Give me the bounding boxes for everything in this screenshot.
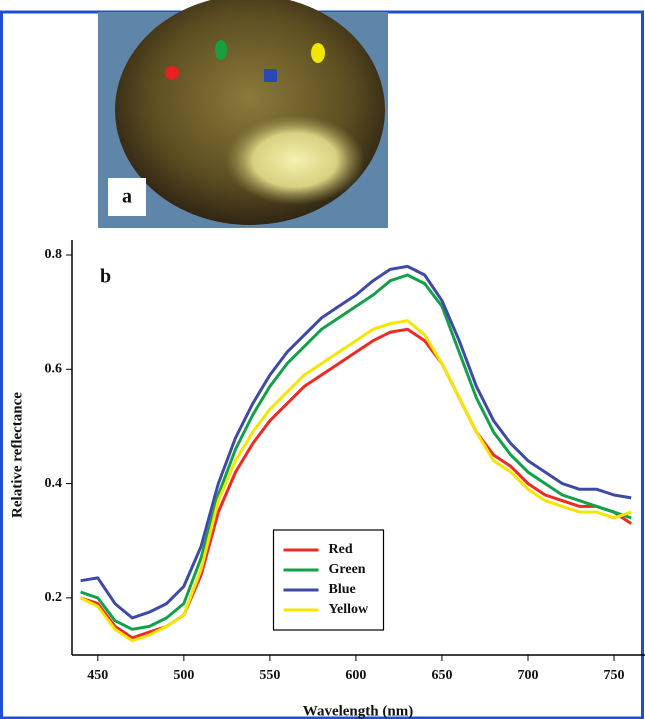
series-line <box>79 319 632 643</box>
legend-label: Red <box>329 542 353 557</box>
series-line <box>80 264 632 620</box>
photo-marker <box>215 40 227 60</box>
legend: Red Green Blue Yellow <box>272 529 385 631</box>
legend-label: Green <box>329 562 366 577</box>
y-tick-label: 0.8 <box>45 247 63 262</box>
photo-label-box <box>108 178 146 216</box>
y-tick-label: 0.6 <box>45 362 63 377</box>
legend-label: Yellow <box>329 602 370 617</box>
panel-label: b <box>100 266 111 288</box>
x-tick-label: 500 <box>173 668 194 683</box>
photo-spot <box>225 115 365 205</box>
x-tick-label: 700 <box>517 668 538 683</box>
legend-box <box>272 529 385 631</box>
photo: a <box>98 0 388 228</box>
x-tick-label: 750 <box>604 668 625 683</box>
legend-label: Blue <box>329 582 356 597</box>
photo-marker <box>165 66 179 80</box>
x-axis-label: Wavelength (nm) <box>303 703 413 719</box>
y-axis-label: Relative reflectance <box>9 392 25 518</box>
x-tick-label: 600 <box>345 668 366 683</box>
y-tick-label: 0.4 <box>45 476 63 491</box>
photo-marker <box>311 43 325 63</box>
x-tick-label: 650 <box>431 668 452 683</box>
photo-label: a <box>122 186 132 208</box>
photo-marker <box>264 69 277 82</box>
x-tick-label: 450 <box>87 668 108 683</box>
y-tick-label: 0.2 <box>45 590 63 605</box>
x-tick-label: 550 <box>259 668 280 683</box>
series-line <box>80 273 632 631</box>
